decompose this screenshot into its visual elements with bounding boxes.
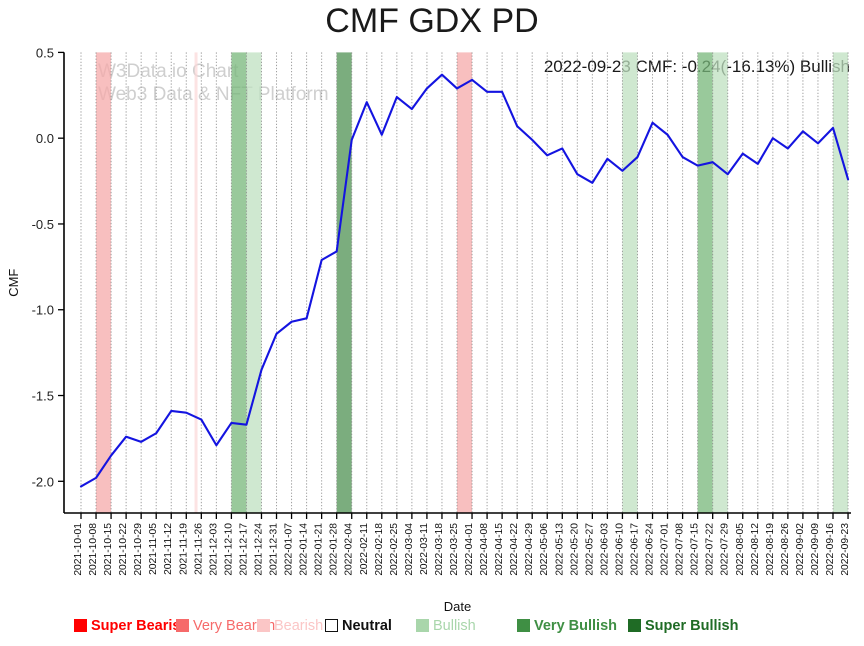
svg-text:2022-09-09: 2022-09-09 — [810, 523, 821, 576]
svg-text:2022-02-04: 2022-02-04 — [344, 523, 355, 576]
svg-text:2022-04-08: 2022-04-08 — [479, 523, 490, 576]
svg-text:2022-05-13: 2022-05-13 — [554, 523, 565, 576]
svg-text:2022-09-23: 2022-09-23 — [840, 523, 851, 576]
svg-text:2021-12-24: 2021-12-24 — [253, 523, 264, 576]
svg-text:2022-02-25: 2022-02-25 — [389, 523, 400, 576]
svg-text:-1.0: -1.0 — [32, 303, 54, 318]
svg-text:0.0: 0.0 — [36, 131, 54, 146]
svg-text:2022-06-24: 2022-06-24 — [645, 523, 656, 576]
svg-text:2022-09-16: 2022-09-16 — [825, 523, 836, 576]
svg-text:2022-08-26: 2022-08-26 — [780, 523, 791, 576]
svg-text:2022-03-18: 2022-03-18 — [434, 523, 445, 576]
svg-text:2022-03-25: 2022-03-25 — [449, 523, 460, 576]
svg-text:2022-04-22: 2022-04-22 — [509, 523, 520, 576]
svg-text:2022-08-19: 2022-08-19 — [765, 523, 776, 576]
svg-text:2022-07-15: 2022-07-15 — [690, 523, 701, 576]
svg-text:2022-07-08: 2022-07-08 — [675, 523, 686, 576]
svg-text:2021-10-29: 2021-10-29 — [133, 523, 144, 576]
svg-text:2022-06-10: 2022-06-10 — [614, 523, 625, 576]
svg-text:2021-10-08: 2021-10-08 — [88, 523, 99, 576]
svg-text:2022-08-05: 2022-08-05 — [735, 523, 746, 576]
svg-text:2021-11-19: 2021-11-19 — [178, 523, 189, 575]
svg-text:2022-06-17: 2022-06-17 — [629, 523, 640, 576]
svg-text:2021-11-26: 2021-11-26 — [193, 523, 204, 575]
svg-text:2022-04-29: 2022-04-29 — [524, 523, 535, 576]
svg-text:CMF: CMF — [6, 269, 21, 297]
svg-text:2022-06-03: 2022-06-03 — [599, 523, 610, 576]
svg-text:2022-01-14: 2022-01-14 — [299, 523, 310, 576]
svg-text:Date: Date — [444, 599, 471, 614]
svg-text:2022-07-22: 2022-07-22 — [705, 523, 716, 576]
svg-text:-0.5: -0.5 — [32, 217, 54, 232]
svg-text:0.5: 0.5 — [36, 45, 54, 60]
svg-text:2022-02-11: 2022-02-11 — [359, 523, 370, 575]
svg-text:2022-05-20: 2022-05-20 — [569, 523, 580, 576]
svg-text:2021-12-17: 2021-12-17 — [238, 523, 249, 576]
svg-text:2022-01-21: 2022-01-21 — [314, 523, 325, 576]
svg-text:2022-03-04: 2022-03-04 — [404, 523, 415, 576]
svg-text:2022-04-15: 2022-04-15 — [494, 523, 505, 576]
svg-text:2022-09-02: 2022-09-02 — [795, 523, 806, 576]
svg-text:2021-11-12: 2021-11-12 — [163, 523, 174, 575]
svg-text:2022-04-01: 2022-04-01 — [464, 523, 475, 576]
svg-text:-2.0: -2.0 — [32, 474, 54, 489]
svg-text:2022-02-18: 2022-02-18 — [374, 523, 385, 576]
svg-text:2021-12-31: 2021-12-31 — [269, 523, 280, 576]
svg-text:2022-08-12: 2022-08-12 — [750, 523, 761, 576]
svg-text:2022-03-11: 2022-03-11 — [419, 523, 430, 575]
svg-text:2021-10-22: 2021-10-22 — [118, 523, 129, 576]
svg-text:2022-07-29: 2022-07-29 — [720, 523, 731, 576]
svg-text:2022-01-07: 2022-01-07 — [284, 523, 295, 576]
svg-text:2022-07-01: 2022-07-01 — [660, 523, 671, 576]
svg-text:2021-12-03: 2021-12-03 — [208, 523, 219, 576]
svg-text:2022-01-28: 2022-01-28 — [329, 523, 340, 576]
svg-text:2021-10-01: 2021-10-01 — [73, 523, 84, 576]
svg-text:2021-10-15: 2021-10-15 — [103, 523, 114, 576]
svg-text:2022-05-27: 2022-05-27 — [584, 523, 595, 576]
svg-text:2021-11-05: 2021-11-05 — [148, 523, 159, 575]
svg-text:2022-05-06: 2022-05-06 — [539, 523, 550, 576]
svg-text:-1.5: -1.5 — [32, 389, 54, 404]
svg-text:2021-12-10: 2021-12-10 — [223, 523, 234, 576]
